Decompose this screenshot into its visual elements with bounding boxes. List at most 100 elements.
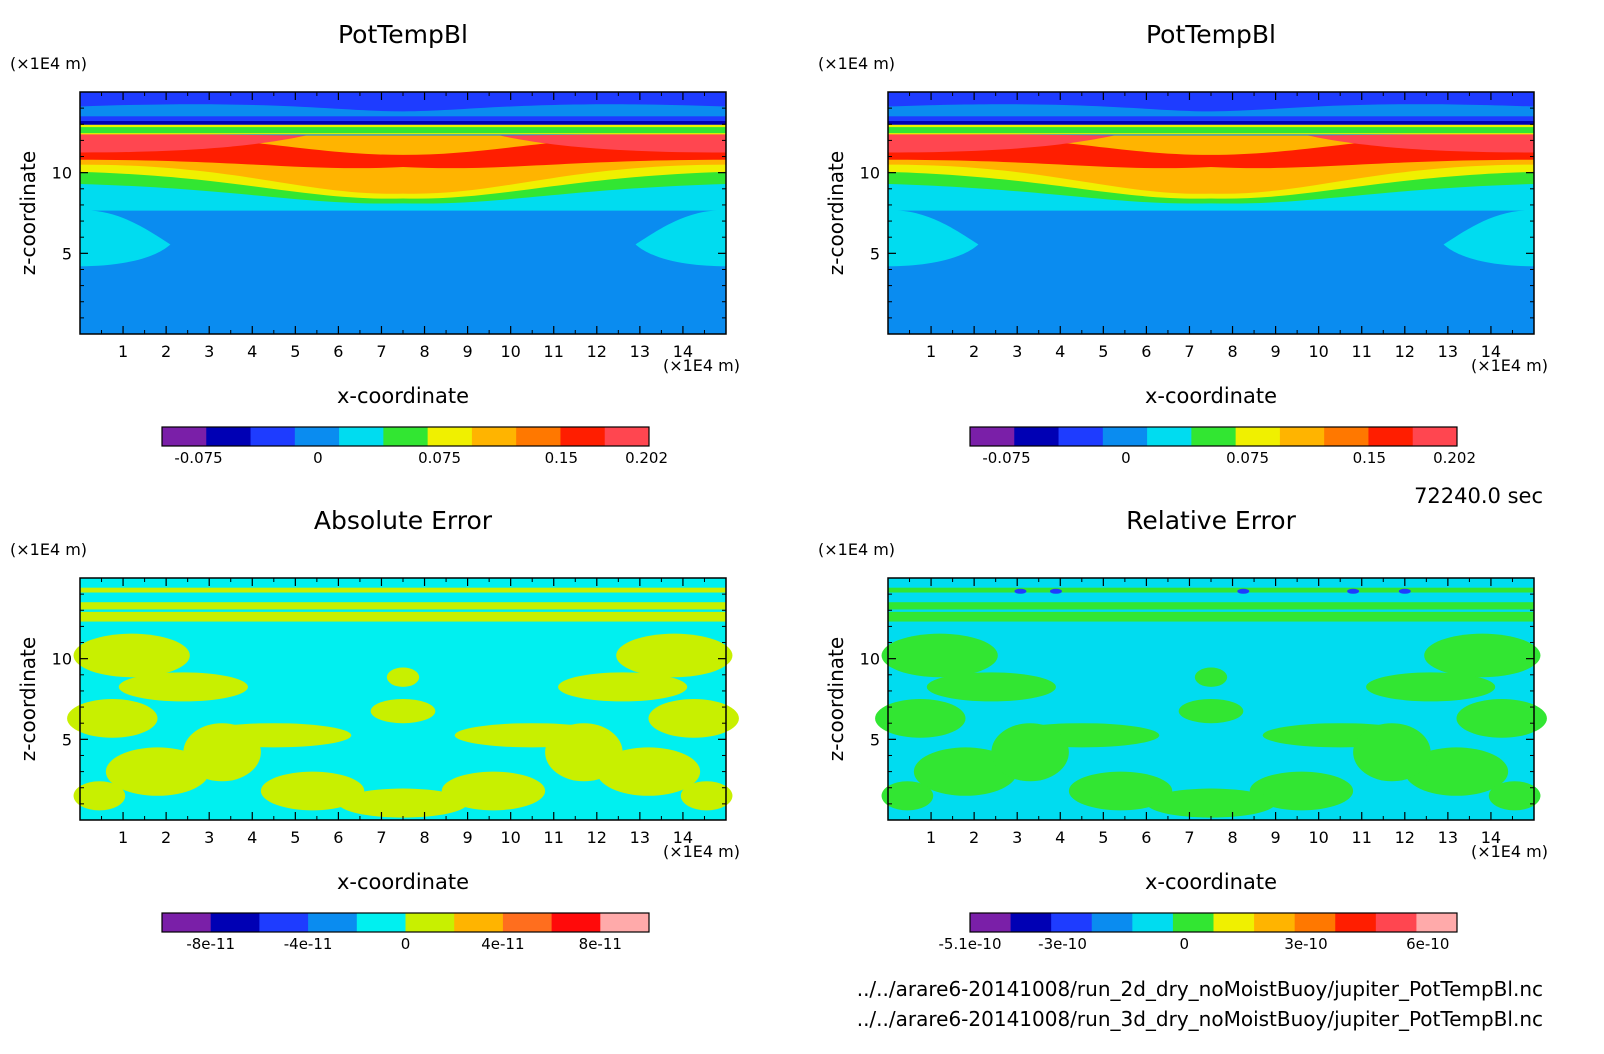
- field-band: [991, 723, 1069, 782]
- x-tick-label: 10: [1308, 342, 1328, 361]
- panel-title: PotTempBl: [1146, 20, 1276, 49]
- colorbar-label: 0: [401, 935, 411, 953]
- field-band: [441, 771, 546, 811]
- x-tick-label: 8: [1227, 828, 1237, 847]
- field-band: [888, 602, 1534, 610]
- panel-2: PotTempBl(×1E4 m)1 2 3 4 5 6 7 8 9 10 11 12 13 14510(…: [818, 20, 1548, 467]
- x-tick-label: 5: [290, 342, 300, 361]
- x-tick-label: 5: [1098, 342, 1108, 361]
- x-axis-label: x-coordinate: [337, 384, 469, 408]
- x-tick-label: 1: [926, 828, 936, 847]
- field-band: [596, 747, 701, 796]
- colorbar-swatch: [1375, 913, 1417, 932]
- field: [80, 92, 726, 334]
- colorbar-swatch: [1254, 913, 1296, 932]
- colorbar-swatch: [1102, 427, 1148, 446]
- field-band: [183, 723, 261, 782]
- field-band: [888, 121, 1534, 125]
- z-tick-label: 5: [62, 244, 72, 263]
- x-tick-label: 14: [673, 828, 693, 847]
- field-band: [370, 699, 436, 724]
- field-band: [1488, 781, 1541, 811]
- colorbar-label: 0.075: [418, 449, 461, 467]
- x-tick-label: 3: [204, 342, 214, 361]
- x-unit-label: (×1E4 m): [663, 356, 740, 375]
- colorbar-label: 0: [313, 449, 323, 467]
- z-unit-label: (×1E4 m): [10, 540, 87, 559]
- x-tick-label: 7: [1184, 828, 1194, 847]
- field-band: [545, 723, 623, 782]
- x-unit-label: (×1E4 m): [1471, 356, 1548, 375]
- colorbar-swatch: [970, 913, 1012, 932]
- field-band: [1178, 699, 1244, 724]
- colorbar-swatch: [560, 427, 606, 446]
- x-tick-label: 8: [419, 828, 429, 847]
- field-band: [118, 672, 248, 702]
- field-band: [80, 611, 726, 622]
- z-tick-label: 10: [52, 650, 72, 669]
- colorbar-label: 0: [1180, 935, 1190, 953]
- colorbar-label: 0.202: [625, 449, 668, 467]
- colorbar-swatch: [1235, 427, 1281, 446]
- z-axis-label: z-coordinate: [16, 637, 40, 761]
- field-band: [80, 133, 307, 153]
- field-band: [1353, 723, 1431, 782]
- colorbar-swatch: [1191, 427, 1237, 446]
- colorbar-label: -4e-11: [284, 935, 333, 953]
- field-band: [1237, 588, 1250, 594]
- x-tick-label: 1: [118, 828, 128, 847]
- x-tick-label: 2: [161, 342, 171, 361]
- field-band: [80, 116, 726, 125]
- colorbar-swatch: [250, 427, 296, 446]
- field-band: [913, 747, 1018, 796]
- colorbar-frame: [969, 426, 1458, 447]
- field-band: [386, 667, 420, 687]
- z-unit-label: (×1E4 m): [10, 54, 87, 73]
- x-tick-label: 9: [463, 828, 473, 847]
- x-tick-label: 10: [500, 828, 520, 847]
- field-band: [260, 771, 365, 811]
- x-tick-label: 2: [969, 828, 979, 847]
- field-band: [888, 587, 1534, 593]
- x-tick-label: 4: [1055, 342, 1065, 361]
- field-band: [80, 127, 726, 134]
- panel-title: Relative Error: [1126, 506, 1296, 535]
- x-tick-label: 13: [1438, 342, 1458, 361]
- colorbar-label: 0: [1121, 449, 1131, 467]
- colorbar-swatch: [551, 913, 601, 932]
- x-tick-label: 10: [500, 342, 520, 361]
- field-band: [1398, 588, 1411, 594]
- x-tick-label: 12: [587, 828, 607, 847]
- x-tick-label: 7: [376, 342, 386, 361]
- colorbar-label: 4e-11: [481, 935, 524, 953]
- x-tick-label: 4: [247, 342, 257, 361]
- field: [888, 92, 1534, 334]
- colorbar-swatch: [1051, 913, 1093, 932]
- colorbar-frame: [161, 912, 650, 933]
- field-band: [338, 788, 468, 818]
- field-band: [1404, 747, 1509, 796]
- colorbar-label: 0.075: [1226, 449, 1269, 467]
- field-band: [1307, 133, 1534, 153]
- z-unit-label: (×1E4 m): [818, 540, 895, 559]
- x-unit-label: (×1E4 m): [663, 842, 740, 861]
- colorbar-swatch: [308, 913, 358, 932]
- x-tick-label: 6: [1141, 342, 1151, 361]
- x-tick-label: 9: [1271, 828, 1281, 847]
- colorbar-swatch: [454, 913, 504, 932]
- file-path-1: ../../arare6-20141008/run_2d_dry_noMoist…: [857, 977, 1543, 1001]
- x-tick-label: 11: [544, 828, 564, 847]
- field-band: [1347, 588, 1360, 594]
- colorbar-swatch: [1147, 427, 1192, 446]
- field-band: [888, 92, 1534, 112]
- field-band: [648, 699, 739, 738]
- colorbar-frame: [969, 912, 1458, 933]
- field-band: [73, 633, 190, 678]
- field-band: [1366, 672, 1496, 702]
- field-band: [80, 92, 726, 112]
- field-band: [80, 121, 726, 125]
- timestamp: 72240.0 sec: [1414, 484, 1543, 508]
- field-band: [1049, 588, 1062, 594]
- colorbar-label: 0.202: [1433, 449, 1476, 467]
- colorbar-swatch: [516, 427, 561, 446]
